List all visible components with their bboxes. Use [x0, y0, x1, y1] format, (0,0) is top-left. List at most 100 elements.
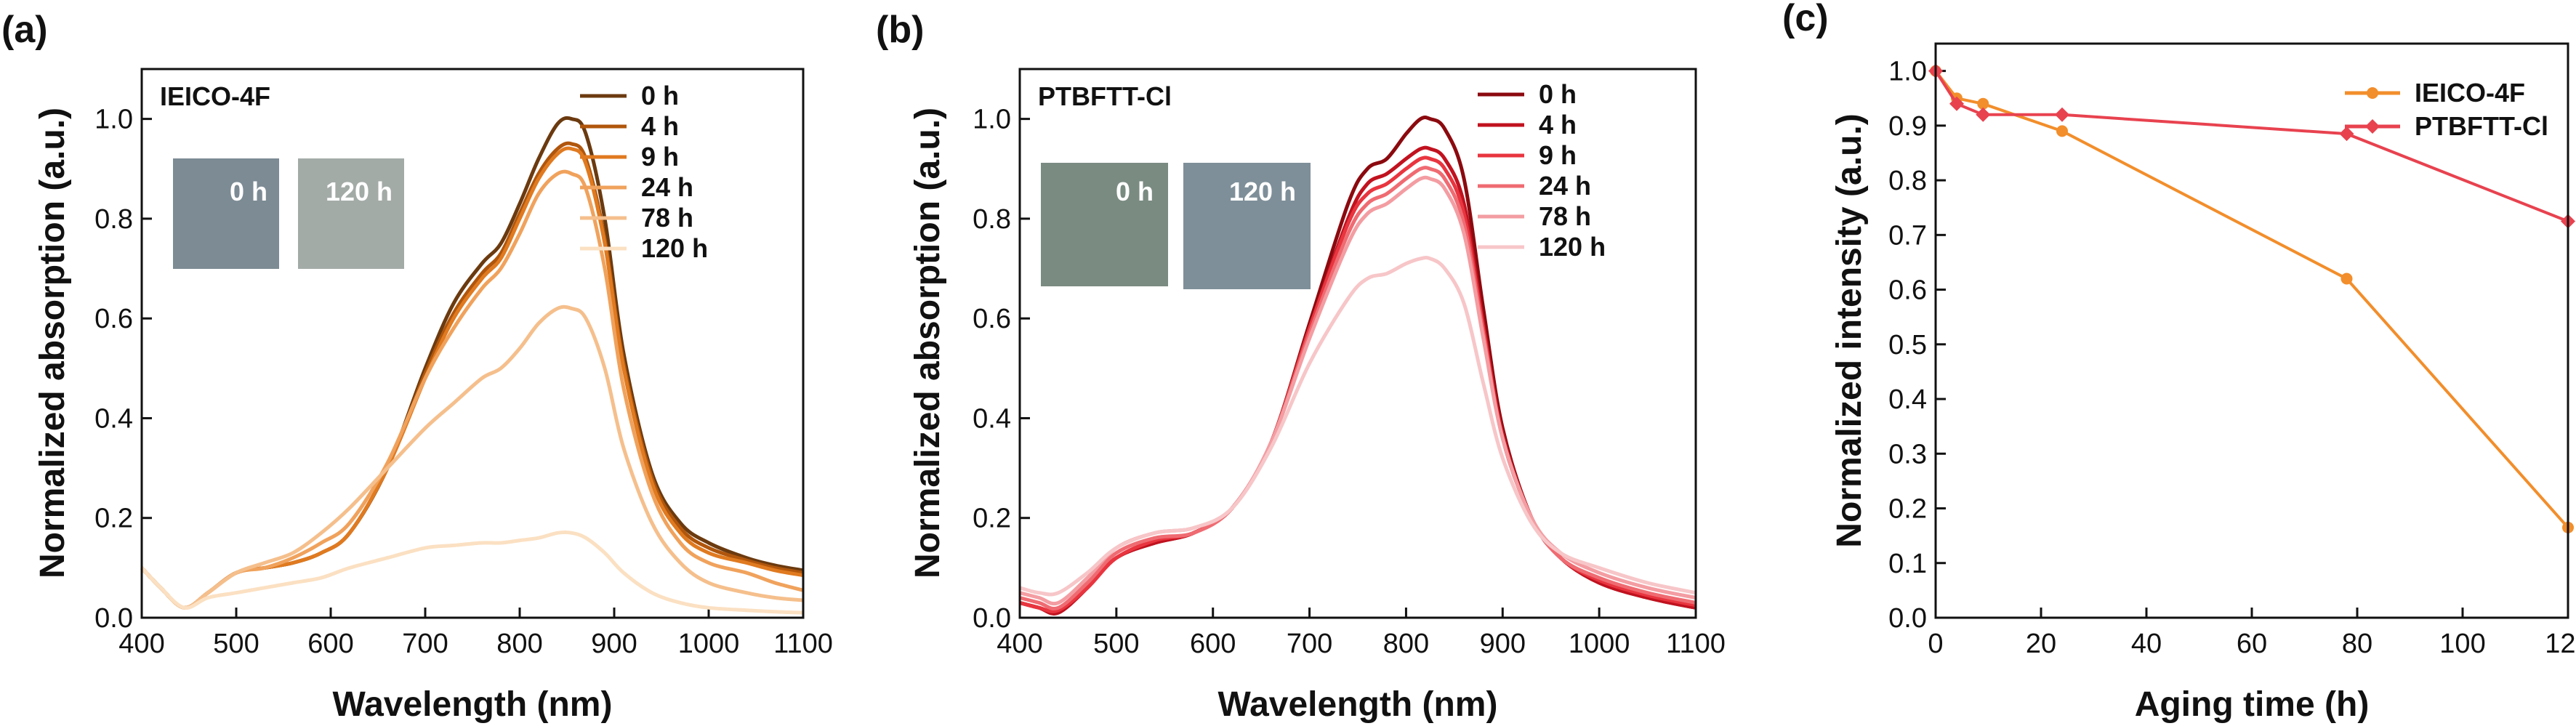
- x-tick-label: 40: [2131, 629, 2162, 659]
- x-tick-label: 600: [307, 629, 353, 659]
- inset-label-1: 120 h: [1229, 177, 1296, 206]
- data-point-diamond: [2339, 126, 2354, 142]
- legend-label-0: IEICO-4F: [2415, 78, 2525, 108]
- data-point-diamond: [1949, 96, 1964, 111]
- series-line-3: [140, 169, 804, 610]
- legend-marker-circle: [2367, 87, 2378, 99]
- legend-label-4: 78 h: [641, 203, 693, 233]
- panel-a-sample-name: IEICO-4F: [160, 81, 270, 111]
- panel-a-y-axis-title: Normalized absorption (a.u.): [33, 108, 72, 578]
- data-point-diamond: [1976, 107, 1991, 122]
- data-point-circle: [2056, 125, 2068, 137]
- panel-a-spectra: (a) 0 h 120 h 400 500 600 700 800 900 1000 1100 0…: [1, 9, 833, 724]
- x-tick-label: 900: [591, 629, 637, 659]
- y-tick-label: 0.0: [973, 603, 1011, 634]
- inset-photo-1: [298, 158, 404, 269]
- y-tick-label: 0.7: [1888, 220, 1927, 251]
- x-tick-label: 400: [118, 629, 164, 659]
- panel-c-stability: (c) 0 20 40 60 80 100 120 0.0 0.1 0.2 0.3 0.4 0.5 0.6…: [1782, 0, 2576, 724]
- x-tick-label: 1000: [678, 629, 740, 659]
- legend-label-1: 4 h: [641, 111, 679, 141]
- legend-label-3: 24 h: [641, 172, 693, 202]
- y-tick-label: 0.9: [1888, 111, 1927, 142]
- x-tick-label: 900: [1480, 629, 1526, 659]
- y-tick-label: 0.0: [94, 603, 133, 634]
- x-tick-label: 1000: [1569, 629, 1630, 659]
- panel-b-insets: 0 h 120 h: [1041, 163, 1311, 289]
- legend-label-0: 0 h: [641, 81, 679, 110]
- y-tick-label: 0.4: [1888, 384, 1927, 415]
- data-point-circle: [1977, 97, 1989, 110]
- y-tick-label: 0.2: [1888, 494, 1927, 525]
- legend-label-0: 0 h: [1539, 79, 1577, 109]
- panel-a-plot-frame: [140, 68, 805, 619]
- panel-a-insets: 0 h 120 h: [173, 158, 404, 269]
- panel-a-ticks: 400 500 600 700 800 900 1000 1100 0.0 0.2 0.4 0.6 0.…: [94, 105, 833, 659]
- y-tick-label: 0.6: [1888, 275, 1927, 306]
- y-tick-label: 1.0: [94, 105, 133, 135]
- x-tick-label: 500: [1093, 629, 1139, 659]
- x-tick-label: 1100: [773, 629, 833, 659]
- panel-c-y-axis-title: Normalized intensity (a.u.): [1830, 113, 1869, 547]
- x-tick-label: 20: [2026, 629, 2056, 659]
- inset-photo-1: [1183, 163, 1311, 289]
- y-tick-label: 0.2: [94, 504, 133, 534]
- y-tick-label: 0.2: [973, 504, 1011, 534]
- y-tick-label: 0.0: [1888, 603, 1927, 634]
- panel-b-label: (b): [876, 9, 924, 51]
- legend-label-2: 9 h: [641, 142, 679, 172]
- panel-b-spectra: (b) 0 h 120 h 400 500 600 700 800 900 1000 1100 0…: [876, 9, 1726, 724]
- series-line-4: [140, 304, 804, 610]
- y-tick-label: 0.8: [1888, 166, 1927, 196]
- legend-label-1: 4 h: [1539, 110, 1577, 140]
- data-point-circle: [2340, 273, 2353, 285]
- x-tick-label: 600: [1190, 629, 1236, 659]
- panel-b-plot-frame: [1018, 68, 1697, 619]
- inset-photo-0: [173, 158, 279, 269]
- panel-a-label: (a): [1, 9, 48, 51]
- y-tick-label: 0.1: [1888, 549, 1927, 579]
- series-line-5: [140, 530, 804, 615]
- y-tick-label: 0.3: [1888, 439, 1927, 469]
- legend-label-1: PTBFTT-Cl: [2415, 111, 2548, 141]
- data-point-diamond: [2055, 107, 2069, 122]
- legend-marker-diamond: [2365, 119, 2380, 134]
- panel-c-x-axis-title: Aging time (h): [2135, 685, 2370, 724]
- x-tick-label: 120: [2545, 629, 2576, 659]
- legend-label-5: 120 h: [641, 233, 708, 263]
- panel-b-series: [1019, 115, 1696, 616]
- panel-b-ticks: 400 500 600 700 800 900 1000 1100 0.0 0.2 0.4 0.6 0.…: [973, 105, 1726, 659]
- x-tick-label: 800: [496, 629, 542, 659]
- y-tick-label: 1.0: [973, 105, 1011, 135]
- x-tick-label: 800: [1383, 629, 1429, 659]
- panel-c-ticks: 0 20 40 60 80 100 120 0.0 0.1 0.2 0.3 0.4 0.5 0.6 0.7 0…: [1888, 57, 2576, 659]
- x-tick-label: 60: [2237, 629, 2267, 659]
- y-tick-label: 0.6: [94, 304, 133, 334]
- legend-label-2: 9 h: [1539, 140, 1577, 170]
- x-tick-label: 400: [997, 629, 1042, 659]
- y-tick-label: 0.8: [94, 204, 133, 235]
- panel-a-series: [140, 116, 804, 615]
- y-tick-label: 0.4: [94, 403, 133, 434]
- y-tick-label: 0.4: [973, 403, 1011, 434]
- panel-c-plot-frame: [1934, 42, 2569, 619]
- panel-a-x-axis-title: Wavelength (nm): [333, 685, 613, 724]
- inset-photo-0: [1041, 163, 1168, 286]
- y-tick-label: 0.6: [973, 304, 1011, 334]
- x-tick-label: 80: [2342, 629, 2372, 659]
- panel-b-x-axis-title: Wavelength (nm): [1218, 685, 1498, 724]
- legend-label-4: 78 h: [1539, 201, 1591, 231]
- legend-label-3: 24 h: [1539, 171, 1591, 201]
- x-tick-label: 100: [2439, 629, 2485, 659]
- series-line-1: [1934, 70, 2569, 223]
- x-tick-label: 700: [402, 629, 448, 659]
- panel-b-y-axis-title: Normalized absorption (a.u.): [909, 108, 947, 578]
- inset-label-1: 120 h: [326, 177, 393, 206]
- y-tick-label: 0.8: [973, 204, 1011, 235]
- legend-label-5: 120 h: [1539, 232, 1606, 262]
- x-tick-label: 700: [1287, 629, 1332, 659]
